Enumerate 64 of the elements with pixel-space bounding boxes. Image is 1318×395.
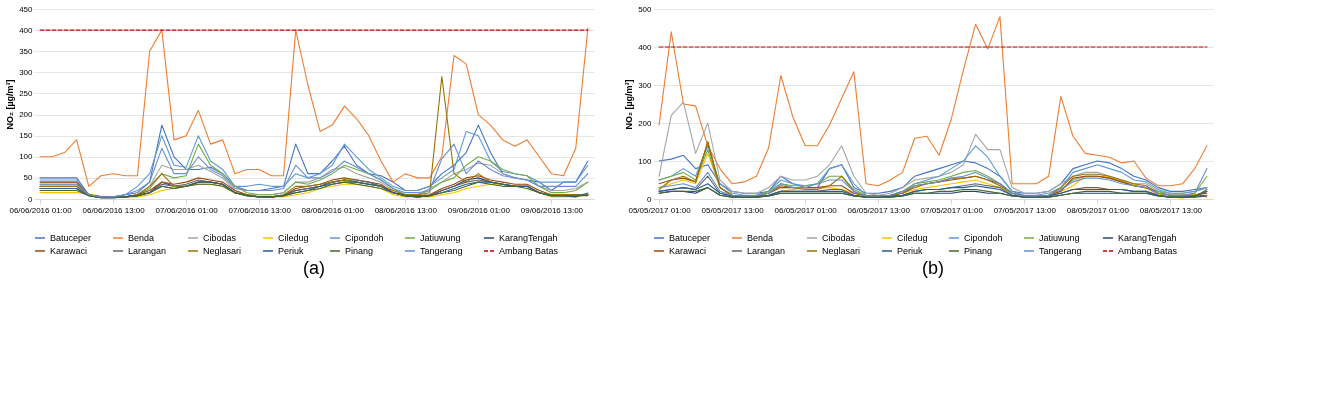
x-tick-label: 05/05/2017 01:00	[628, 205, 692, 215]
x-tick-label: 07/05/2017 13:00	[993, 205, 1057, 215]
y-tick-label: 200	[638, 118, 653, 128]
legend-label: Cipondoh	[964, 233, 1003, 243]
y-tick-label: 300	[19, 67, 34, 77]
x-tick-label: 06/06/2016 13:00	[82, 205, 146, 215]
legend-label: Neglasari	[822, 246, 861, 256]
x-tick-label: 07/06/2016 01:00	[155, 205, 219, 215]
legend-label: Jatiuwung	[1039, 233, 1080, 243]
y-tick-label: 500	[638, 4, 653, 14]
legend-label: Larangan	[747, 246, 786, 256]
x-tick-label: 08/05/2017 13:00	[1139, 205, 1203, 215]
y-axis-title: NO₂ [µg/m³]	[5, 79, 16, 130]
legend-label: KarangTengah	[499, 233, 558, 243]
legend-label: Cipondoh	[345, 233, 384, 243]
text: (b)	[922, 258, 944, 278]
legend-label: Ambang Batas	[1118, 246, 1178, 256]
x-tick-label: 06/05/2017 13:00	[847, 205, 911, 215]
legend-label: Benda	[128, 233, 155, 243]
x-tick-label: 09/06/2016 01:00	[447, 205, 511, 215]
legend-label: Tangerang	[1039, 246, 1082, 256]
y-tick-label: 150	[19, 131, 34, 141]
legend-label: Neglasari	[203, 246, 242, 256]
legend-label: Pinang	[345, 246, 374, 256]
legend-label: KarangTengah	[1118, 233, 1177, 243]
legend-label: Karawaci	[669, 246, 707, 256]
y-tick-label: 100	[638, 156, 653, 166]
text: (a)	[303, 258, 325, 278]
x-tick-label: 06/05/2017 01:00	[774, 205, 838, 215]
y-tick-label: 400	[638, 42, 653, 52]
y-tick-label: 300	[638, 80, 653, 90]
legend-label: Tangerang	[420, 246, 463, 256]
legend-label: Ciledug	[897, 233, 928, 243]
x-tick-label: 09/06/2016 13:00	[520, 205, 584, 215]
y-tick-label: 450	[19, 4, 34, 14]
legend-label: Batuceper	[669, 233, 711, 243]
x-tick-label: 08/06/2016 13:00	[374, 205, 438, 215]
legend-label: Ambang Batas	[499, 246, 559, 256]
y-tick-label: 400	[19, 25, 34, 35]
legend-label: Benda	[747, 233, 774, 243]
y-axis-title: NO₂ [µg/m³]	[624, 79, 635, 130]
x-tick-label: 08/05/2017 01:00	[1066, 205, 1130, 215]
legend-label: Batuceper	[50, 233, 92, 243]
x-tick-label: 07/06/2016 13:00	[228, 205, 292, 215]
legend-label: Jatiuwung	[420, 233, 461, 243]
y-tick-label: 200	[19, 110, 34, 120]
legend-label: Karawaci	[50, 246, 88, 256]
legend-label: Pinang	[964, 246, 993, 256]
y-tick-label: 0	[647, 194, 653, 204]
y-tick-label: 350	[19, 46, 34, 56]
x-tick-label: 08/06/2016 01:00	[301, 205, 365, 215]
legend-label: Ciledug	[278, 233, 309, 243]
y-tick-label: 0	[28, 194, 34, 204]
legend-label: Periuk	[897, 246, 924, 256]
y-tick-label: 50	[23, 173, 34, 183]
legend-label: Cibodas	[822, 233, 856, 243]
y-tick-label: 250	[19, 88, 34, 98]
y-tick-label: 100	[19, 152, 34, 162]
legend-label: Periuk	[278, 246, 305, 256]
legend-label: Larangan	[128, 246, 167, 256]
x-tick-label: 07/05/2017 01:00	[920, 205, 984, 215]
x-tick-label: 05/05/2017 13:00	[701, 205, 765, 215]
x-tick-label: 06/06/2016 01:00	[9, 205, 73, 215]
legend-label: Cibodas	[203, 233, 237, 243]
